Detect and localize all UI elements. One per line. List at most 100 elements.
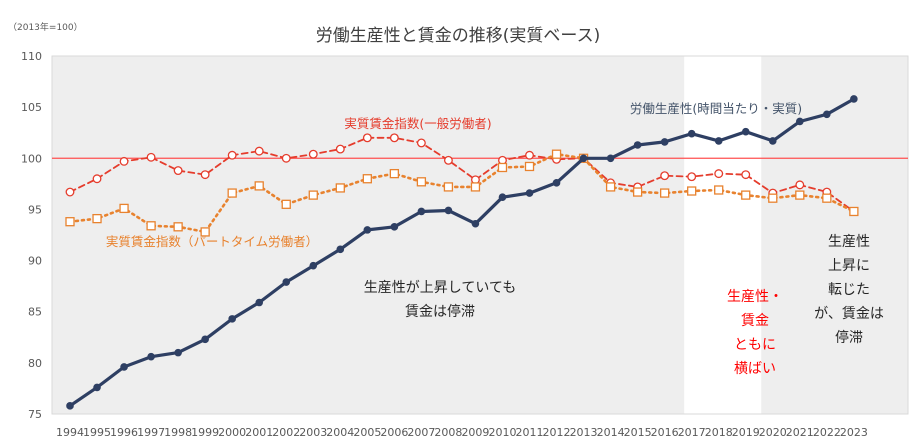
data-point xyxy=(200,227,210,237)
data-point xyxy=(660,171,670,181)
annotation-text: 賃金は停滞 xyxy=(405,303,475,320)
data-point xyxy=(714,185,724,195)
data-point xyxy=(822,193,832,203)
annotation-text: 生産性・ xyxy=(727,289,783,305)
data-point xyxy=(687,172,697,182)
x-tick-label: 1998 xyxy=(164,426,192,439)
data-point xyxy=(417,207,426,216)
data-point xyxy=(363,226,372,234)
data-point xyxy=(552,179,561,187)
y-tick-label: 75 xyxy=(28,408,42,421)
y-tick-label: 80 xyxy=(28,357,42,370)
y-tick-label: 105 xyxy=(21,101,42,114)
series-label: 労働生産性(時間当たり・実質) xyxy=(630,101,802,116)
x-tick-label: 2003 xyxy=(299,426,327,439)
data-point xyxy=(795,180,805,190)
data-point xyxy=(146,221,156,231)
data-point xyxy=(173,222,183,232)
data-point xyxy=(390,223,399,231)
x-tick-label: 2022 xyxy=(813,426,841,439)
x-tick-label: 2018 xyxy=(705,426,733,439)
data-point xyxy=(227,188,237,198)
data-point xyxy=(282,278,291,286)
data-point xyxy=(497,162,508,173)
x-tick-label: 2020 xyxy=(759,426,787,439)
shaded-region xyxy=(761,56,908,414)
data-point xyxy=(92,213,102,224)
data-point xyxy=(823,110,831,119)
series-label: 実質賃金指数（パートタイム労働者） xyxy=(106,234,318,249)
data-point xyxy=(309,261,318,270)
data-point xyxy=(200,170,210,180)
data-point xyxy=(606,154,615,163)
x-tick-label: 2001 xyxy=(245,426,273,439)
x-tick-label: 2006 xyxy=(380,426,408,439)
data-point xyxy=(660,138,669,146)
data-point xyxy=(714,169,724,179)
x-tick-label: 1995 xyxy=(83,426,111,439)
data-point xyxy=(227,150,237,160)
data-point xyxy=(687,129,696,138)
data-point xyxy=(254,181,264,191)
data-point xyxy=(146,152,156,162)
data-point xyxy=(389,133,399,143)
data-point xyxy=(796,117,804,126)
data-point xyxy=(660,188,670,198)
plot-border xyxy=(51,55,909,415)
data-point xyxy=(795,190,805,200)
x-tick-label: 1999 xyxy=(191,426,219,439)
y-tick-label: 100 xyxy=(21,152,42,165)
data-point xyxy=(850,95,858,103)
x-tick-label: 1997 xyxy=(137,426,165,439)
data-point xyxy=(443,182,454,192)
data-point xyxy=(119,156,129,166)
data-point xyxy=(444,206,453,215)
data-point xyxy=(119,203,129,214)
annotation-text: 停滞 xyxy=(835,329,863,346)
data-point xyxy=(524,161,535,172)
data-point xyxy=(308,190,318,200)
annotation-text: 生産性 xyxy=(828,234,870,250)
data-point xyxy=(335,183,345,193)
annotation-text: 転じた xyxy=(828,282,870,298)
x-tick-label: 2011 xyxy=(516,426,544,439)
data-point xyxy=(714,137,723,145)
data-point xyxy=(120,363,128,371)
y-tick-label: 110 xyxy=(21,50,42,63)
annotation-text: 生産性が上昇していても xyxy=(364,280,516,296)
y-tick-label: 90 xyxy=(28,255,42,268)
data-point xyxy=(66,402,74,410)
x-tick-label: 2021 xyxy=(786,426,814,439)
x-tick-label: 2010 xyxy=(488,426,516,439)
x-tick-label: 2013 xyxy=(570,426,598,439)
data-point xyxy=(633,141,642,149)
x-tick-label: 2014 xyxy=(597,426,625,439)
data-point xyxy=(741,127,750,136)
data-point xyxy=(281,199,291,209)
data-point xyxy=(416,138,426,148)
data-point xyxy=(605,182,616,192)
x-tick-label: 2000 xyxy=(218,426,246,439)
x-tick-label: 2002 xyxy=(272,426,300,439)
y-tick-label: 95 xyxy=(28,203,42,216)
x-tick-label: 2007 xyxy=(407,426,435,439)
x-tick-label: 2004 xyxy=(326,426,354,439)
data-point xyxy=(389,168,400,179)
x-tick-label: 1996 xyxy=(110,426,138,439)
y-tick-label: 85 xyxy=(28,306,42,319)
annotation-text: ともに xyxy=(734,337,776,353)
data-point xyxy=(201,335,209,344)
data-point xyxy=(849,206,859,217)
data-point xyxy=(768,193,778,203)
data-point xyxy=(65,217,75,227)
data-point xyxy=(579,154,588,163)
data-point xyxy=(362,174,372,184)
data-point xyxy=(174,348,182,357)
data-point xyxy=(525,189,534,197)
data-point xyxy=(254,146,264,156)
data-point xyxy=(65,187,75,197)
series-line xyxy=(68,97,856,408)
data-point xyxy=(768,137,777,145)
data-point xyxy=(308,149,318,159)
